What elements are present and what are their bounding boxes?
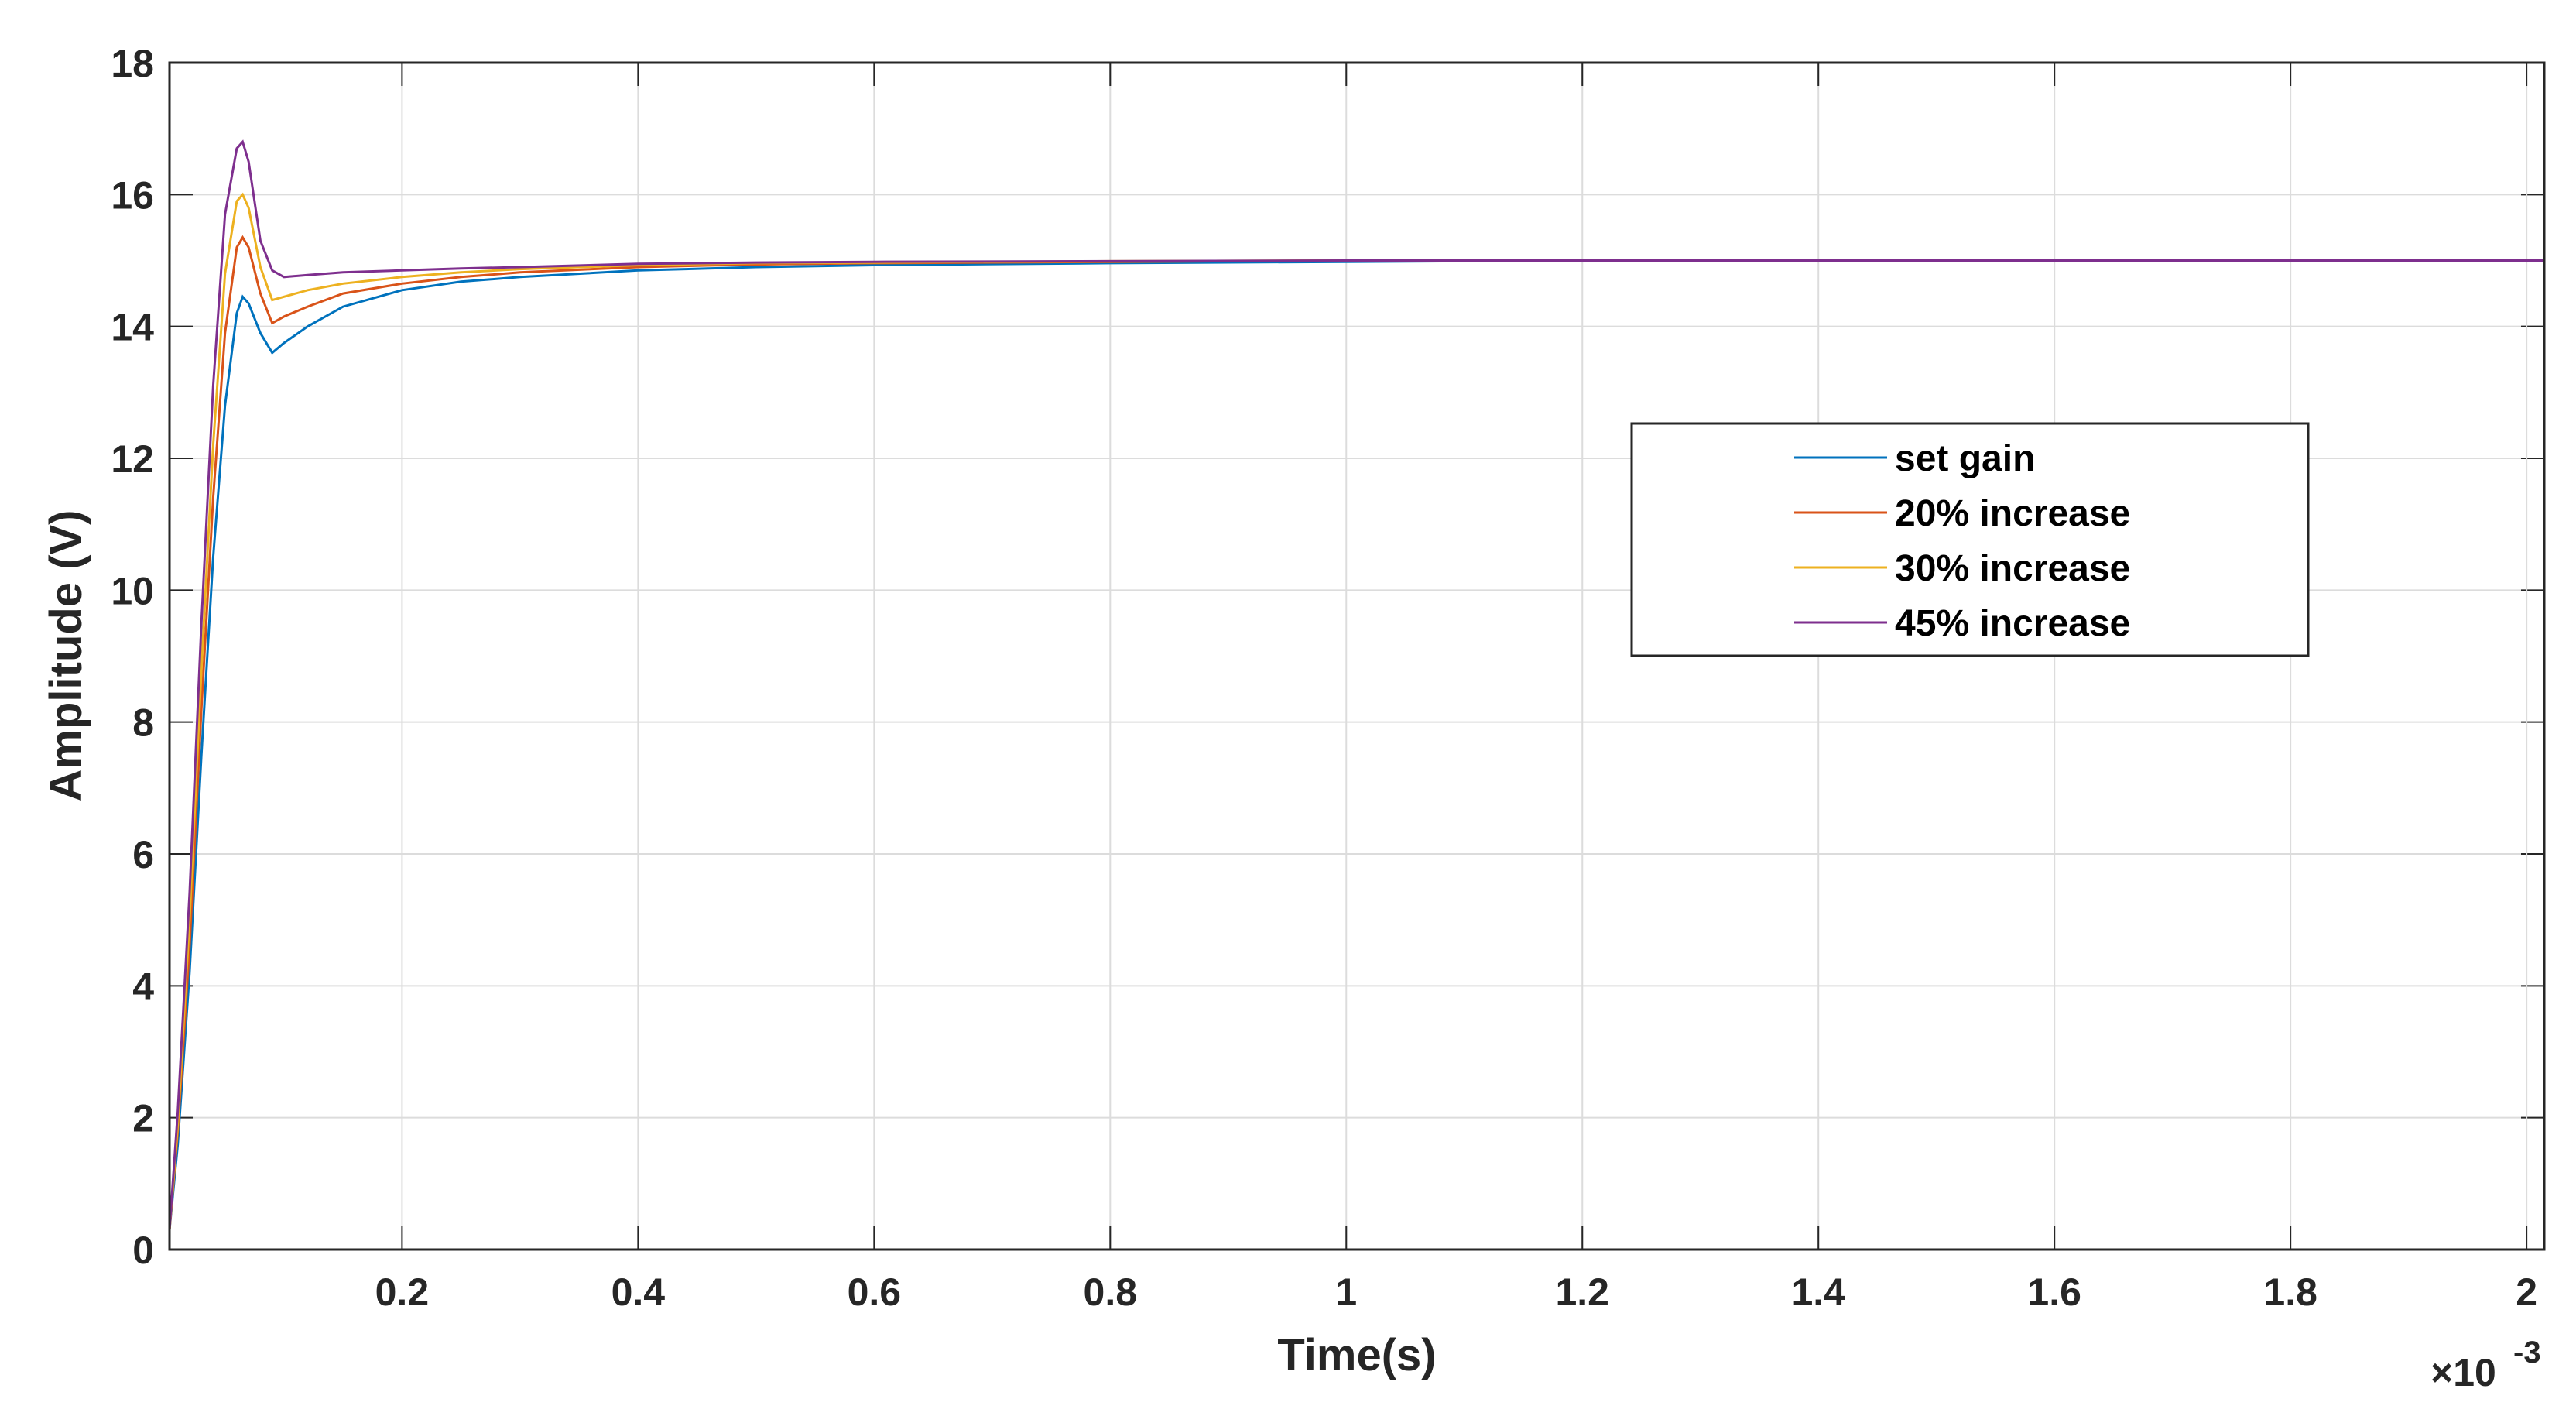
y-tick-label: 0 bbox=[132, 1229, 154, 1272]
y-tick-label: 18 bbox=[111, 42, 154, 85]
y-axis-label: Amplitude (V) bbox=[41, 510, 91, 802]
y-tick-label: 4 bbox=[132, 965, 154, 1008]
y-tick-label: 14 bbox=[111, 306, 154, 349]
x-tick-label: 0.4 bbox=[611, 1270, 666, 1314]
legend-box bbox=[1630, 422, 2310, 657]
y-tick-label: 12 bbox=[111, 437, 154, 481]
x-tick-label: 0.2 bbox=[375, 1270, 430, 1314]
x-tick-label: 1.6 bbox=[2027, 1270, 2081, 1314]
x-tick-label: 1.4 bbox=[1791, 1270, 1845, 1314]
y-tick-label: 16 bbox=[111, 173, 154, 217]
x-tick-label: 2 bbox=[2516, 1270, 2537, 1314]
legend-label: set gain bbox=[1895, 438, 2035, 479]
x-tick-label: 0.6 bbox=[848, 1270, 902, 1314]
x-tick-label: 1.2 bbox=[1555, 1270, 1609, 1314]
data-line bbox=[168, 139, 2544, 1230]
y-tick-label: 6 bbox=[132, 833, 154, 876]
x-tick-label: 1.8 bbox=[2263, 1270, 2317, 1314]
x-tick-label: 1 bbox=[1335, 1270, 1357, 1314]
y-tick-label: 8 bbox=[132, 701, 154, 745]
y-tick-label: 10 bbox=[111, 569, 154, 612]
axes-box bbox=[168, 61, 2546, 1251]
x-tick-label: 0.8 bbox=[1084, 1270, 1138, 1314]
x-axis-label: Time(s) bbox=[1277, 1330, 1436, 1380]
x-multiplier: ×10 bbox=[2430, 1351, 2496, 1394]
legend-label: 20% increase bbox=[1895, 493, 2130, 534]
legend-label: 30% increase bbox=[1895, 548, 2130, 589]
y-tick-label: 2 bbox=[132, 1097, 154, 1140]
legend-label: 45% increase bbox=[1895, 603, 2130, 644]
x-multiplier-exponent: -3 bbox=[2513, 1335, 2541, 1370]
